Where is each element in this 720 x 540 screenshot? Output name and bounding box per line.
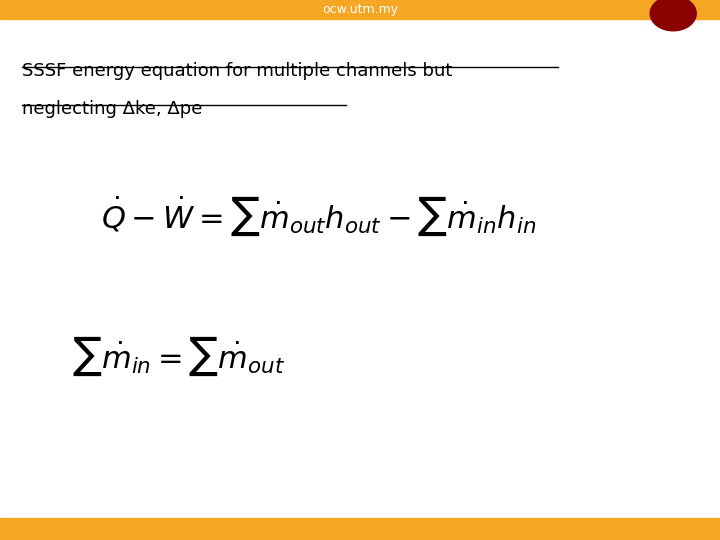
Text: $\dot{Q} - \dot{W} = \sum \dot{m}_{out}h_{out} - \sum \dot{m}_{in}h_{in}$: $\dot{Q} - \dot{W} = \sum \dot{m}_{out}h…: [101, 194, 536, 238]
Circle shape: [650, 0, 696, 31]
FancyBboxPatch shape: [0, 518, 720, 540]
Text: neglecting Δke, Δpe: neglecting Δke, Δpe: [22, 100, 202, 118]
Text: SSSF energy equation for multiple channels but: SSSF energy equation for multiple channe…: [22, 62, 452, 80]
FancyBboxPatch shape: [0, 0, 720, 19]
Text: ocw.utm.my: ocw.utm.my: [322, 3, 398, 16]
Text: $\sum \dot{m}_{in} = \sum \dot{m}_{out}$: $\sum \dot{m}_{in} = \sum \dot{m}_{out}$: [72, 335, 286, 378]
